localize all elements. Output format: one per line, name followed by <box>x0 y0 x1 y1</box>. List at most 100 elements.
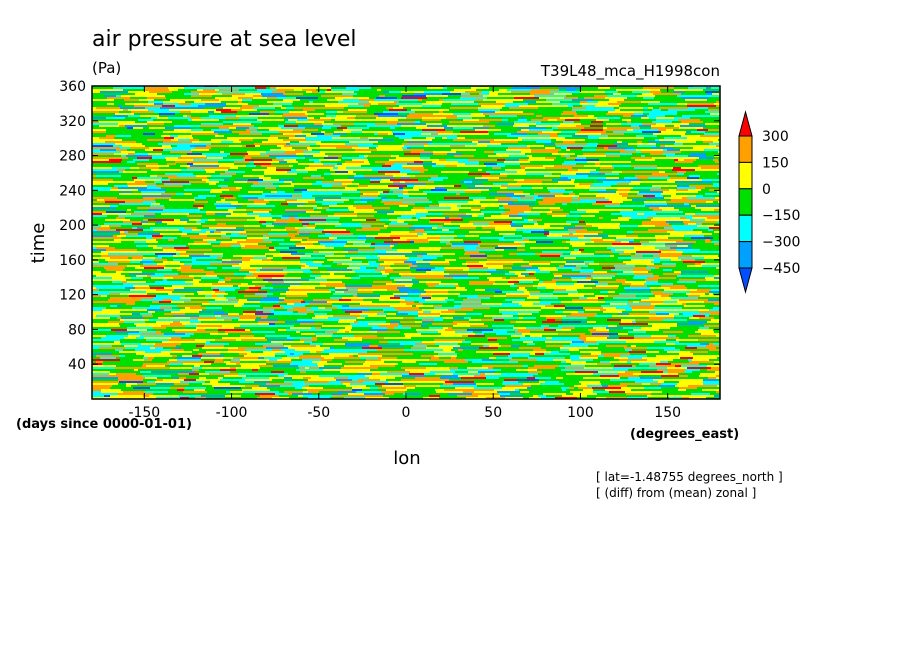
heatmap-cell <box>285 209 314 211</box>
heatmap-cell <box>541 261 551 263</box>
heatmap-cell <box>108 321 124 323</box>
heatmap-cell <box>679 387 697 389</box>
heatmap-cell <box>467 329 493 331</box>
heatmap-cell <box>605 301 628 303</box>
heatmap-cell <box>267 97 277 99</box>
heatmap-cell <box>317 135 340 137</box>
heatmap-cell <box>401 125 427 127</box>
heatmap-cell <box>253 211 269 213</box>
heatmap-cell <box>626 341 654 343</box>
heatmap-cell <box>489 193 514 195</box>
heatmap-cell <box>338 167 346 169</box>
heatmap-cell <box>514 241 536 243</box>
heatmap-cell <box>425 231 454 233</box>
heatmap-cell <box>531 89 559 91</box>
heatmap-cell <box>357 215 374 217</box>
heatmap-cell <box>604 369 628 371</box>
heatmap-cell <box>314 161 321 163</box>
heatmap-cell <box>99 137 114 139</box>
heatmap-cell <box>550 209 563 211</box>
heatmap-cell <box>208 111 214 113</box>
heatmap-cell <box>342 163 370 165</box>
heatmap-cell <box>267 153 296 155</box>
heatmap-cell <box>316 345 320 347</box>
x-tick-label: -150 <box>128 405 160 421</box>
heatmap-cell <box>174 289 203 291</box>
heatmap-cell <box>161 179 170 181</box>
heatmap-cell <box>405 335 425 337</box>
colorbar-arrow-top <box>738 110 753 137</box>
heatmap-cell <box>104 395 110 397</box>
heatmap-cell <box>519 105 544 107</box>
heatmap-cell <box>579 183 593 185</box>
heatmap-cell <box>647 347 675 349</box>
heatmap-cell <box>109 373 116 375</box>
heatmap-cell <box>127 329 147 331</box>
heatmap-cell <box>508 147 530 149</box>
heatmap-cell <box>387 121 415 123</box>
heatmap-cell <box>479 93 489 95</box>
heatmap-cell <box>194 197 206 199</box>
heatmap-cell <box>118 377 145 379</box>
heatmap-cell <box>152 235 163 237</box>
heatmap-cell <box>469 319 481 321</box>
heatmap-cell <box>687 177 699 179</box>
heatmap-cell <box>510 223 515 225</box>
heatmap-cell <box>277 97 296 99</box>
heatmap-cell <box>352 269 375 271</box>
heatmap-cell <box>216 207 236 209</box>
heatmap-cell <box>166 159 193 161</box>
heatmap-cell <box>623 261 633 263</box>
heatmap-cell <box>564 227 583 229</box>
heatmap-cell <box>677 301 686 303</box>
heatmap-cell <box>234 161 249 163</box>
heatmap-cell <box>442 93 461 95</box>
heatmap-cell <box>193 283 212 285</box>
heatmap-cell <box>463 299 481 301</box>
heatmap-cell <box>290 327 311 329</box>
heatmap-cell <box>535 297 539 299</box>
heatmap-cell <box>528 367 545 369</box>
heatmap-cell <box>364 301 372 303</box>
heatmap-cell <box>502 387 506 389</box>
heatmap-cell <box>306 263 322 265</box>
heatmap-cell <box>352 379 358 381</box>
heatmap-cell <box>561 301 587 303</box>
heatmap-cell <box>399 289 419 291</box>
heatmap-cell <box>402 165 423 167</box>
heatmap-cell <box>544 223 571 225</box>
heatmap-cell <box>670 233 692 235</box>
heatmap-cell <box>358 355 382 357</box>
heatmap-cell <box>132 313 140 315</box>
heatmap-cell <box>705 327 709 329</box>
heatmap-cell <box>631 345 636 347</box>
heatmap-cell <box>221 241 237 243</box>
heatmap-cell <box>649 113 677 115</box>
heatmap-cell <box>695 213 720 215</box>
heatmap-cell <box>199 311 224 313</box>
heatmap-cell <box>692 343 700 345</box>
heatmap-cell <box>386 389 407 391</box>
heatmap-cell <box>568 169 578 171</box>
heatmap-cell <box>299 357 324 359</box>
heatmap-cell <box>565 353 570 355</box>
heatmap-cell <box>240 243 258 245</box>
heatmap-cell <box>191 103 205 105</box>
heatmap-cell <box>536 135 550 137</box>
heatmap-cell <box>342 309 369 311</box>
heatmap-cell <box>420 153 433 155</box>
heatmap-cell <box>92 271 101 273</box>
heatmap-cell <box>429 331 438 333</box>
heatmap-cell <box>207 87 211 89</box>
heatmap-cell <box>501 345 511 347</box>
heatmap-cell <box>210 263 239 265</box>
heatmap-cell <box>514 375 533 377</box>
heatmap-cell <box>340 395 362 397</box>
heatmap-cell <box>205 103 226 105</box>
heatmap-cell <box>400 171 420 173</box>
heatmap-cell <box>488 369 501 371</box>
heatmap-cell <box>174 219 180 221</box>
heatmap-cell <box>714 243 720 245</box>
heatmap-cell <box>572 109 587 111</box>
heatmap-cell <box>263 263 286 265</box>
